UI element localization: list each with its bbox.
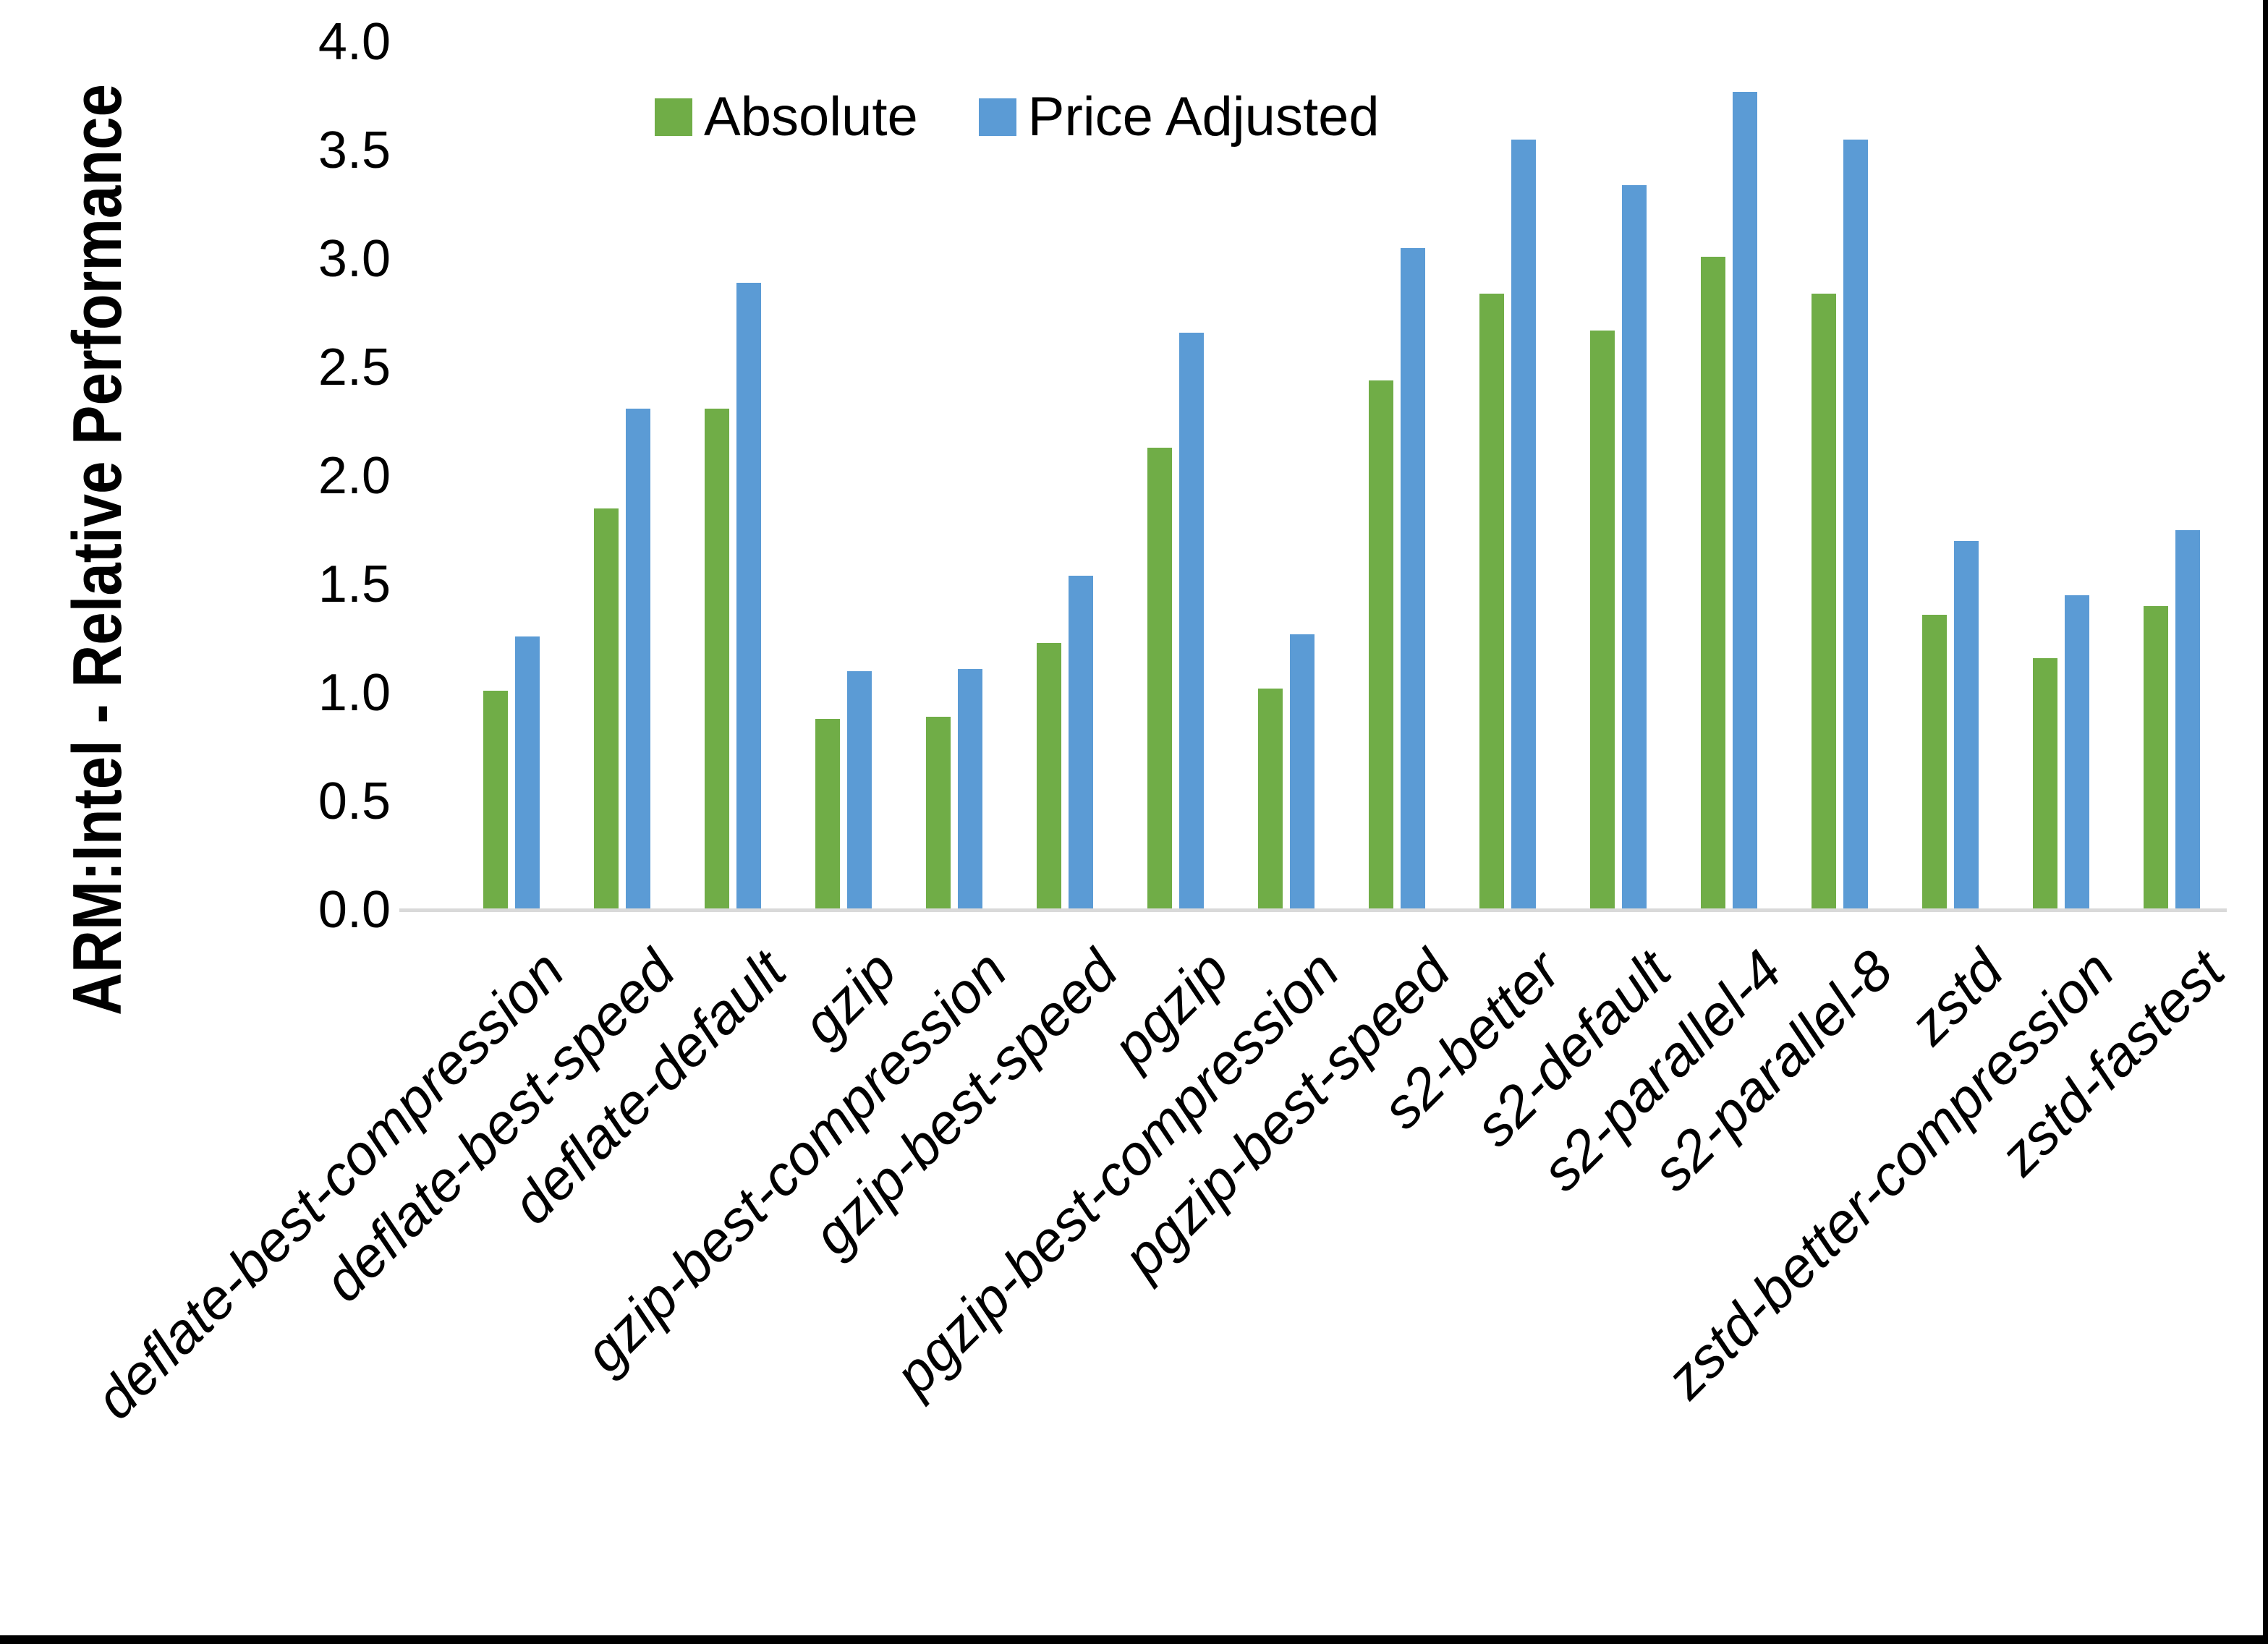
- y-tick-label: 3.5: [318, 122, 391, 179]
- bar-price-adjusted-gzip-best-speed: [1069, 576, 1093, 910]
- bar-absolute-pgzip-best-compression: [1258, 689, 1283, 910]
- bar-absolute-pgzip-best-speed: [1369, 380, 1393, 910]
- legend: Absolute Price Adjusted: [655, 84, 1380, 150]
- y-tick-label: 2.0: [318, 447, 391, 505]
- bar-absolute-zstd-fastest: [2144, 606, 2168, 910]
- bar-absolute-s2-parallel-8: [1812, 294, 1836, 910]
- x-tick-label-deflate-best-compression: deflate-best-compression: [82, 938, 577, 1431]
- bar-price-adjusted-pgzip: [1179, 333, 1204, 910]
- bar-price-adjusted-s2-parallel-4: [1733, 92, 1757, 910]
- bar-price-adjusted-gzip: [847, 671, 872, 910]
- bar-absolute-gzip: [815, 719, 840, 910]
- x-axis-line: [399, 908, 2227, 912]
- bar-price-adjusted-gzip-best-compression: [958, 669, 982, 910]
- legend-label: Absolute: [704, 86, 918, 148]
- legend-item-price-adjusted: Price Adjusted: [978, 84, 1380, 150]
- bar-price-adjusted-pgzip-best-speed: [1401, 248, 1425, 910]
- bar-price-adjusted-s2-better: [1511, 140, 1536, 910]
- bar-price-adjusted-zstd-fastest: [2175, 530, 2200, 910]
- bar-price-adjusted-zstd-better-compression: [2065, 595, 2089, 910]
- bar-price-adjusted-deflate-default: [736, 283, 761, 910]
- y-tick-label: 3.0: [318, 230, 391, 288]
- bar-price-adjusted-s2-parallel-8: [1843, 140, 1868, 910]
- bar-absolute-zstd: [1922, 615, 1947, 910]
- legend-label: Price Adjusted: [1027, 86, 1380, 148]
- bar-price-adjusted-deflate-best-speed: [626, 409, 650, 910]
- screenshot-right-border: [2263, 0, 2268, 1644]
- bar-absolute-gzip-best-compression: [926, 717, 951, 910]
- y-tick-label: 0.0: [318, 881, 391, 939]
- y-tick-label: 4.0: [318, 13, 391, 71]
- bar-absolute-s2-better: [1479, 294, 1504, 910]
- bar-price-adjusted-s2-default: [1622, 185, 1647, 910]
- legend-item-absolute: Absolute: [655, 84, 918, 150]
- bar-absolute-deflate-default: [705, 409, 729, 910]
- y-tick-label: 1.0: [318, 664, 391, 722]
- bar-absolute-s2-default: [1590, 331, 1615, 910]
- bar-absolute-deflate-best-speed: [594, 508, 619, 910]
- bar-absolute-zstd-better-compression: [2033, 658, 2057, 910]
- bar-absolute-deflate-best-compression: [483, 691, 508, 910]
- y-tick-label: 1.5: [318, 555, 391, 613]
- legend-swatch-absolute: [655, 98, 692, 136]
- screenshot-bottom-border: [0, 1635, 2268, 1644]
- y-tick-label: 0.5: [318, 772, 391, 830]
- bar-absolute-s2-parallel-4: [1701, 257, 1725, 910]
- bar-price-adjusted-pgzip-best-compression: [1290, 634, 1314, 910]
- bar-price-adjusted-deflate-best-compression: [515, 636, 540, 910]
- bar-price-adjusted-zstd: [1954, 541, 1979, 910]
- y-axis-title: ARM:Intel - Relative Performance: [59, 84, 136, 1015]
- bar-absolute-gzip-best-speed: [1037, 643, 1061, 910]
- y-tick-label: 2.5: [318, 338, 391, 396]
- bar-absolute-pgzip: [1147, 448, 1172, 910]
- legend-swatch-price-adjusted: [978, 98, 1016, 136]
